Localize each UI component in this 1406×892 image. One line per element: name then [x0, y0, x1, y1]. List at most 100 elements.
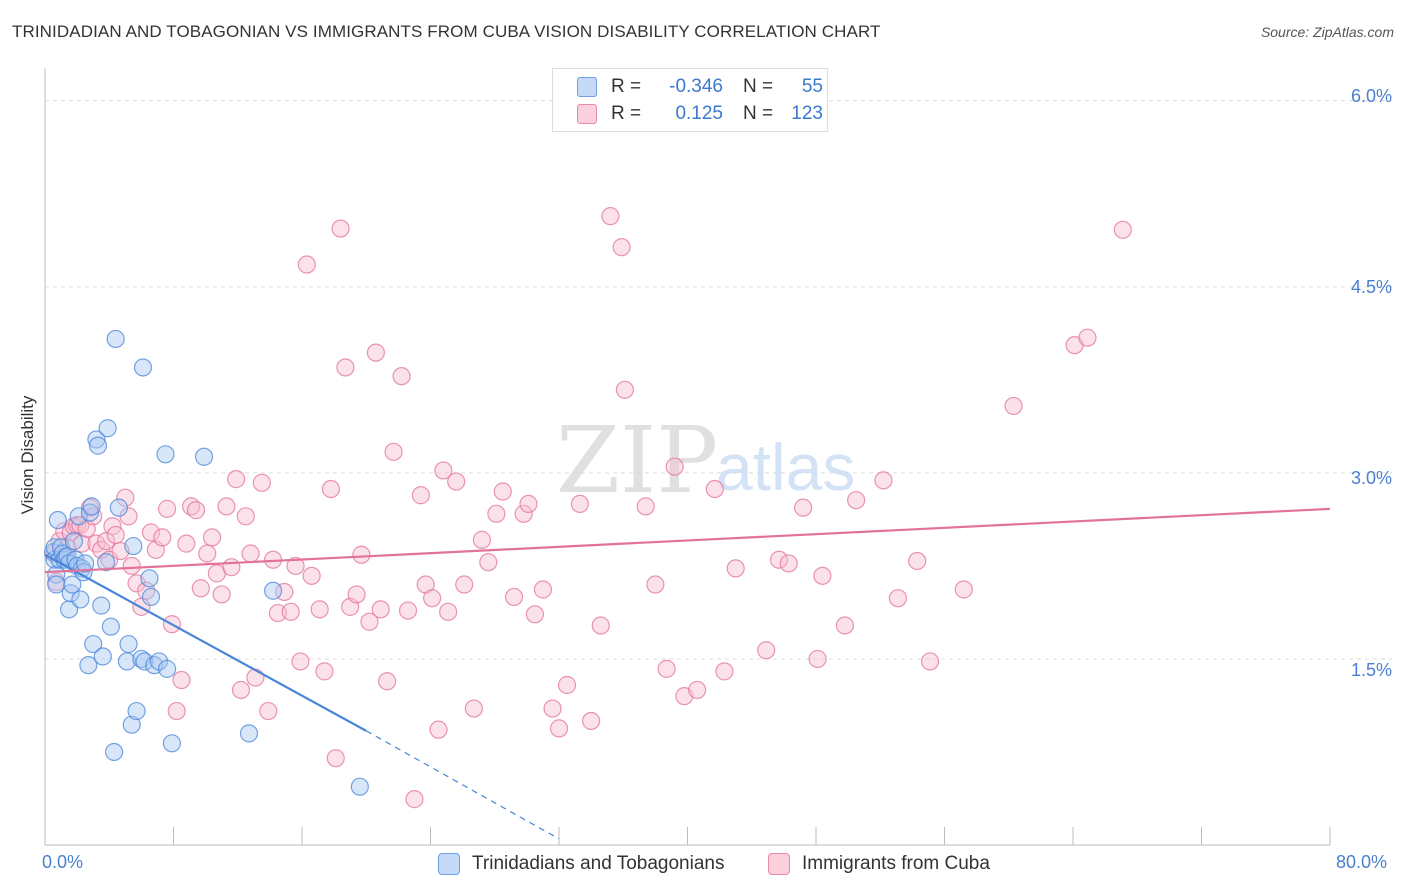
cuba-point [920, 652, 940, 671]
cuba-point [549, 719, 569, 738]
cuba-point [479, 553, 498, 572]
trinidadian-point [71, 590, 90, 609]
cuba-point [705, 479, 724, 499]
cuba-point [331, 219, 350, 238]
trinidadian-point [350, 777, 369, 796]
cuba-point [217, 497, 236, 516]
cuba-point [392, 367, 411, 386]
cuba-point [533, 580, 553, 599]
cuba-point [236, 507, 255, 526]
cuba-point [321, 479, 341, 499]
cuba-point [411, 486, 430, 505]
cuba-point [874, 471, 893, 490]
legend-swatch-blue [577, 77, 597, 97]
axes [44, 68, 1331, 846]
cuba-point [378, 672, 397, 691]
cuba-point [371, 600, 390, 619]
cuba-point [177, 534, 196, 553]
cuba-point [241, 544, 260, 563]
cuba-point [908, 551, 927, 571]
cuba-point [525, 605, 545, 624]
trinidadian-point [76, 554, 95, 573]
legend-n-label: N = [743, 103, 774, 124]
trinidadian-point [156, 445, 175, 464]
trinidadian-point [104, 742, 124, 762]
cuba-point [487, 504, 506, 523]
trinidadian-trend-extension [365, 730, 560, 840]
series-swatch-pink [768, 853, 790, 875]
cuba-point [360, 612, 379, 631]
y-tick-label: 4.5% [1350, 277, 1392, 297]
trinidadian-point [47, 575, 66, 594]
series-legend-trinidadian: Trinidadians and Tobagonians [438, 852, 724, 876]
data-points [43, 207, 1132, 809]
trinidadian-point [96, 553, 116, 572]
correlation-legend: R = -0.346 N = 55 R = 0.125 N = 123 [552, 68, 828, 132]
cuba-point [646, 575, 665, 594]
trinidadian-point [69, 507, 88, 526]
trinidadian-point [92, 596, 111, 615]
cuba-point [167, 701, 186, 721]
cuba-point [1078, 328, 1097, 347]
trinidadian-point [101, 617, 120, 636]
cuba-point [665, 457, 684, 476]
cuba-point [281, 602, 300, 621]
chart-source: Source: ZipAtlas.com [1260, 24, 1394, 40]
cuba-point [472, 530, 491, 549]
cuba-point [835, 616, 855, 635]
cuba-point [366, 343, 385, 362]
trinidadian-trend-line [44, 553, 367, 732]
cuba-point [434, 461, 453, 480]
cuba-point [514, 504, 533, 523]
y-tick-label: 6.0% [1350, 86, 1392, 106]
legend-r-value: -0.346 [669, 76, 723, 97]
cuba-point [591, 616, 610, 635]
legend-row-cuba: R = 0.125 N = 123 [577, 101, 823, 127]
cuba-point [310, 600, 329, 619]
cuba-point [222, 558, 241, 577]
cuba-point [153, 528, 172, 547]
legend-row-trinidadian: R = -0.346 N = 55 [577, 74, 823, 100]
trinidadian-point [140, 569, 159, 588]
cuba-point [423, 589, 442, 608]
cuba-point [447, 472, 466, 491]
cuba-point [582, 711, 601, 731]
trinidadian-point [109, 498, 128, 517]
trinidadian-point [141, 587, 161, 607]
cuba-point [757, 641, 776, 660]
cuba-point [352, 545, 371, 564]
watermark-atlas: atlas [716, 430, 855, 504]
trinidadian-point [127, 701, 146, 721]
series-swatch-blue [438, 853, 460, 875]
cuba-point [315, 662, 334, 681]
cuba-point [227, 470, 246, 489]
cuba-point [688, 680, 707, 700]
y-tick-label: 1.5% [1350, 660, 1392, 680]
cuba-point [286, 556, 305, 576]
cuba-point [769, 550, 789, 569]
trinidadian-point [79, 656, 98, 675]
trinidadian-point [239, 724, 259, 743]
trinidadian-point [64, 532, 84, 551]
cuba-point [291, 652, 310, 671]
cuba-point [504, 587, 524, 607]
cuba-point [191, 579, 210, 598]
grid-lines [45, 100, 1392, 660]
cuba-point [246, 668, 265, 687]
chart-title: TRINIDADIAN AND TOBAGONIAN VS IMMIGRANTS… [12, 22, 881, 41]
cuba-point [657, 659, 676, 678]
cuba-point [1113, 220, 1132, 239]
cuba-trend-line [44, 507, 1331, 574]
cuba-point [297, 255, 316, 274]
cuba-point [726, 559, 745, 578]
trinidadian-point [82, 497, 101, 516]
cuba-point [336, 358, 355, 377]
trinidadian-point [84, 634, 103, 654]
cuba-point [636, 497, 655, 516]
trinidadian-point [194, 447, 214, 466]
cuba-point [106, 525, 125, 545]
trinidadian-point [63, 575, 82, 594]
cuba-point [398, 601, 418, 620]
x-tick-label-max: 80.0% [1336, 852, 1388, 872]
